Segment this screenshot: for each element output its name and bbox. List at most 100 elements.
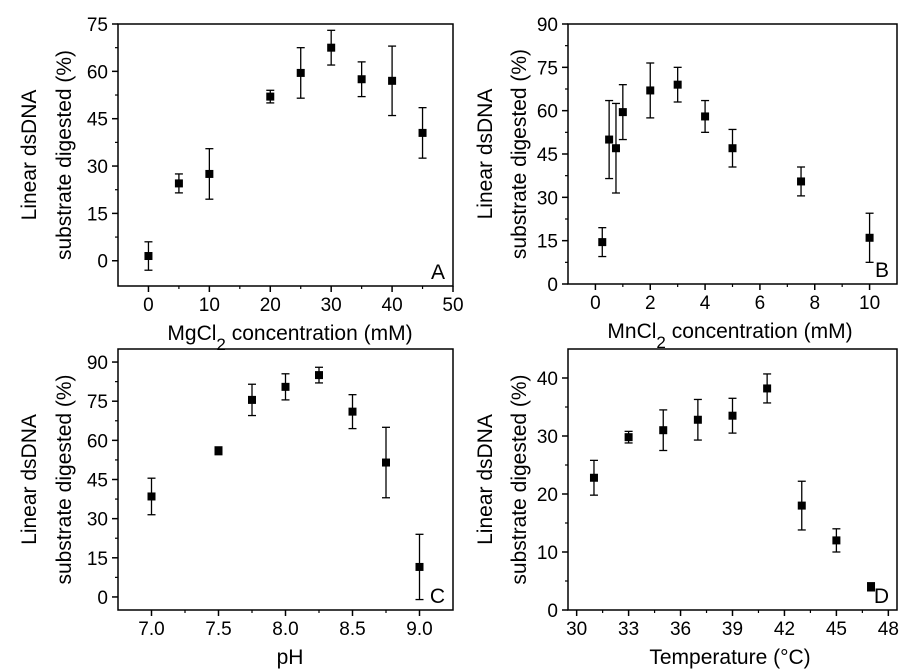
data-point <box>147 492 156 501</box>
x-axis-label: Temperature (°C) <box>649 646 810 669</box>
data-point <box>589 473 598 482</box>
y-tick-label: 75 <box>537 58 558 79</box>
x-tick-label: 30 <box>566 619 587 640</box>
data-point <box>418 128 427 137</box>
x-tick-label: 7.5 <box>205 619 231 640</box>
x-tick-label: 0 <box>590 293 601 314</box>
y-tick-label: 0 <box>97 252 108 273</box>
y-tick-label: 45 <box>537 145 558 166</box>
y-tick-label: 40 <box>537 369 558 390</box>
data-point <box>214 446 223 455</box>
y-tick-label: 60 <box>87 62 108 83</box>
data-point <box>867 582 876 591</box>
panel-label: B <box>875 259 889 282</box>
x-tick-label: 2 <box>645 293 656 314</box>
data-point <box>659 426 668 435</box>
data-point <box>382 458 390 467</box>
data-point <box>865 233 874 242</box>
x-tick-label: 45 <box>826 619 847 640</box>
y-axis-label-line1: Linear dsDNA <box>474 414 497 545</box>
panel-label: C <box>430 585 445 608</box>
x-tick-label: 36 <box>670 619 691 640</box>
x-tick-label: 9.0 <box>406 619 432 640</box>
y-tick-label: 75 <box>87 15 108 36</box>
x-tick-label: 10 <box>859 293 880 314</box>
y-tick-label: 0 <box>547 275 558 296</box>
x-axis-label: MnCl2 concentration (mM) <box>607 320 852 352</box>
data-point <box>598 238 607 247</box>
y-axis-label-line2: substrate digested (%) <box>53 50 76 260</box>
x-tick-label: 50 <box>442 295 463 316</box>
data-point <box>144 252 153 261</box>
x-tick-label: 8.5 <box>339 619 365 640</box>
data-point <box>701 112 710 121</box>
x-tick-label: 0 <box>143 295 154 316</box>
y-tick-label: 15 <box>87 204 108 225</box>
chart-panel-d: 30 33 36 39 42 45 48 0 10 20 30 40 Temperature (°C) L… <box>474 348 899 669</box>
data-point <box>763 384 772 393</box>
x-tick-label: 42 <box>774 619 795 640</box>
x-tick-label: 7.0 <box>138 619 164 640</box>
chart-panel-b: 0 2 4 6 8 10 0 15 30 45 60 75 90 MnCl2 concentration … <box>474 15 898 352</box>
chart-panel-c: 7.0 7.5 8.0 8.5 9.0 0 15 30 45 60 75 90 pH Linear dsD… <box>18 348 454 669</box>
data-point <box>693 415 702 424</box>
y-tick-label: 20 <box>537 485 558 506</box>
y-tick-label: 0 <box>97 588 108 609</box>
data-point <box>618 108 627 117</box>
data-point <box>357 75 366 84</box>
y-tick-label: 30 <box>537 427 558 448</box>
y-axis-label-line2: substrate digested (%) <box>508 374 531 584</box>
y-tick-label: 75 <box>87 392 108 413</box>
data-point <box>728 144 737 153</box>
x-axis-label: MgCl2 concentration (mM) <box>167 322 412 354</box>
y-tick-label: 90 <box>537 15 558 36</box>
data-point <box>348 407 357 416</box>
x-tick-label: 40 <box>382 295 403 316</box>
data-point <box>415 562 424 571</box>
y-tick-label: 30 <box>87 157 108 178</box>
y-tick-label: 10 <box>537 543 558 564</box>
y-tick-label: 0 <box>547 601 558 622</box>
y-tick-label: 60 <box>87 431 108 452</box>
data-point <box>797 177 806 186</box>
data-point <box>605 135 614 144</box>
x-tick-label: 30 <box>321 295 342 316</box>
y-axis-label-line1: Linear dsDNA <box>18 414 41 545</box>
x-tick-label: 6 <box>755 293 766 314</box>
data-point <box>327 43 336 52</box>
data-point <box>205 169 214 178</box>
y-tick-label: 15 <box>87 549 108 570</box>
data-point <box>296 68 305 77</box>
x-axis-label: pH <box>277 646 304 669</box>
x-tick-label: 33 <box>618 619 639 640</box>
x-tick-label: 10 <box>199 295 220 316</box>
data-point <box>646 86 655 95</box>
data-point <box>174 179 183 188</box>
x-tick-label: 20 <box>260 295 281 316</box>
x-tick-label: 39 <box>722 619 743 640</box>
y-axis-label-line1: Linear dsDNA <box>18 90 41 221</box>
y-tick-label: 90 <box>87 353 108 374</box>
y-tick-label: 60 <box>537 102 558 123</box>
chart-panel-a: 0 10 20 30 40 50 0 15 30 45 60 75 MgCl2 concentratio… <box>18 15 464 354</box>
y-tick-label: 45 <box>87 110 108 131</box>
data-point <box>248 395 256 404</box>
y-tick-label: 45 <box>87 471 108 492</box>
x-tick-label: 8.0 <box>272 619 298 640</box>
data-point <box>797 501 806 510</box>
y-axis-label-line2: substrate digested (%) <box>508 49 531 259</box>
y-tick-label: 30 <box>87 510 108 531</box>
data-point <box>624 433 633 442</box>
y-tick-label: 15 <box>537 232 558 253</box>
data-point <box>266 92 275 101</box>
data-point <box>673 80 682 89</box>
plot-frame <box>117 23 454 287</box>
x-tick-label: 4 <box>700 293 711 314</box>
data-point <box>388 76 397 85</box>
data-point <box>728 411 737 420</box>
panel-label: D <box>874 585 889 608</box>
y-tick-label: 30 <box>537 188 558 209</box>
data-point <box>281 382 290 391</box>
x-tick-label: 8 <box>809 293 820 314</box>
